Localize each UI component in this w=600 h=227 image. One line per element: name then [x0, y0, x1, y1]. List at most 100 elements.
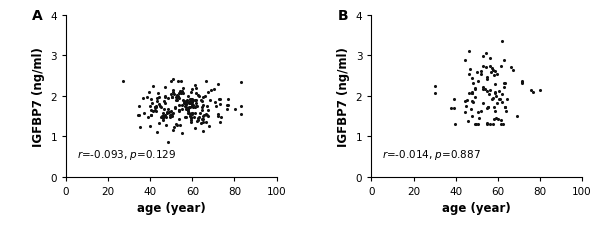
Point: [154, 122, 164, 126]
Point: [206, 98, 215, 102]
Point: [166, 110, 176, 114]
Point: [167, 96, 176, 100]
Point: [492, 73, 502, 76]
Point: [497, 123, 506, 126]
Point: [529, 91, 538, 95]
Point: [165, 116, 175, 119]
Point: [236, 113, 245, 116]
Point: [500, 106, 510, 109]
Point: [174, 109, 184, 112]
Point: [138, 96, 148, 100]
Point: [169, 91, 178, 94]
Point: [193, 118, 203, 122]
Point: [183, 110, 193, 113]
Point: [151, 109, 160, 112]
Point: [186, 121, 196, 124]
Point: [464, 92, 473, 96]
Point: [467, 91, 476, 95]
Point: [203, 109, 212, 113]
Point: [482, 107, 492, 110]
Point: [133, 114, 143, 117]
Point: [172, 123, 182, 127]
Point: [185, 98, 194, 101]
Point: [174, 103, 184, 107]
Point: [500, 81, 509, 85]
Point: [476, 73, 486, 77]
Point: [485, 64, 495, 68]
Point: [191, 92, 200, 95]
Point: [172, 99, 181, 102]
Point: [185, 100, 194, 103]
Point: [230, 108, 239, 111]
Point: [212, 105, 221, 109]
Point: [185, 101, 194, 105]
Point: [494, 98, 503, 101]
Point: [196, 121, 206, 125]
Point: [467, 92, 477, 96]
Point: [192, 105, 202, 109]
Point: [145, 124, 154, 128]
Point: [118, 80, 128, 84]
Point: [213, 83, 223, 87]
Point: [198, 95, 208, 99]
Point: [480, 88, 490, 91]
Point: [187, 112, 197, 116]
Point: [476, 70, 486, 74]
Point: [151, 106, 161, 109]
Point: [202, 113, 211, 116]
Point: [150, 105, 160, 109]
Point: [464, 50, 473, 53]
Point: [512, 115, 522, 118]
Point: [166, 93, 176, 96]
Text: $r$=-0.093, $p$=0.129: $r$=-0.093, $p$=0.129: [77, 147, 176, 161]
Point: [196, 112, 205, 115]
Text: A: A: [32, 10, 43, 23]
Point: [191, 99, 200, 103]
Point: [169, 93, 179, 96]
Point: [488, 67, 497, 70]
Point: [472, 71, 482, 75]
Point: [482, 78, 491, 82]
Point: [173, 94, 182, 98]
Point: [158, 115, 168, 118]
Point: [202, 80, 211, 84]
Point: [471, 123, 481, 126]
Point: [476, 110, 486, 114]
Point: [179, 99, 189, 103]
Point: [197, 100, 207, 104]
Point: [481, 52, 491, 55]
Point: [144, 91, 154, 95]
Point: [214, 98, 224, 102]
Point: [146, 109, 156, 112]
Point: [167, 114, 177, 118]
Point: [236, 81, 245, 84]
Point: [183, 111, 193, 115]
Point: [181, 116, 190, 119]
Point: [134, 114, 143, 117]
Point: [187, 97, 197, 101]
Point: [473, 123, 483, 126]
Point: [482, 121, 492, 125]
Point: [184, 101, 193, 105]
Point: [174, 110, 184, 113]
Point: [497, 93, 506, 96]
Point: [481, 66, 491, 69]
Point: [469, 81, 478, 85]
Point: [482, 90, 491, 93]
Point: [171, 96, 181, 100]
Point: [139, 112, 149, 115]
Point: [187, 111, 196, 115]
Point: [500, 106, 510, 109]
Point: [493, 118, 503, 121]
Point: [478, 54, 487, 58]
Point: [488, 123, 498, 126]
Point: [194, 94, 204, 98]
Point: [199, 113, 209, 117]
Point: [518, 82, 527, 86]
Point: [203, 114, 213, 118]
Point: [183, 108, 193, 111]
Point: [185, 102, 195, 106]
Point: [181, 104, 190, 108]
Point: [496, 118, 506, 122]
Point: [517, 80, 527, 83]
